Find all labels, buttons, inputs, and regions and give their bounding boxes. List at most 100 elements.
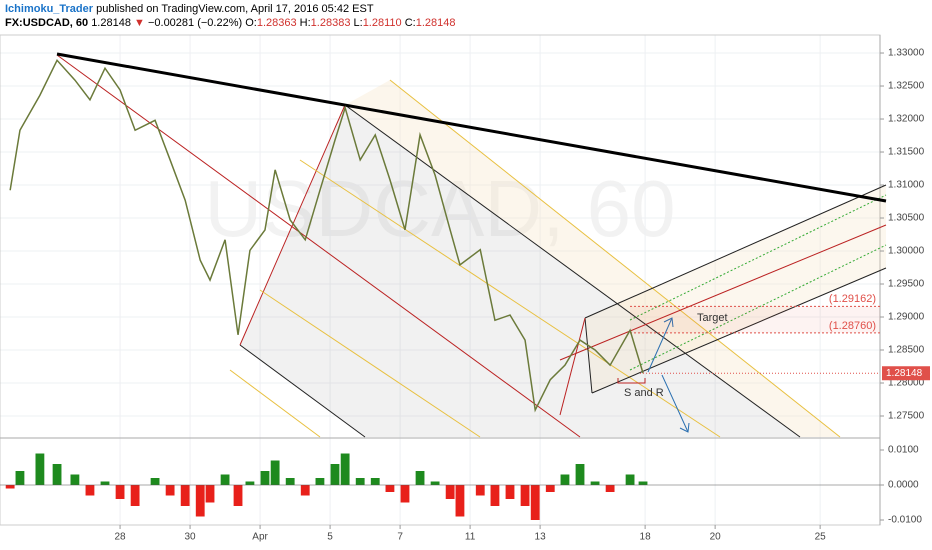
close: 1.28148 — [415, 17, 456, 29]
annotation: S and R — [624, 387, 664, 399]
oscillator-bar — [270, 460, 280, 486]
y-tick-label: 0.0000 — [888, 480, 919, 491]
oscillator-bar — [260, 471, 270, 486]
arrow — [647, 317, 673, 373]
high: 1.28383 — [310, 17, 351, 29]
y-tick-label: 0.0100 — [888, 445, 919, 456]
y-tick-label: 1.29000 — [888, 312, 925, 323]
x-tick-label: 7 — [397, 532, 403, 543]
pitchfork-line — [229, 369, 321, 438]
oscillator-bar — [100, 481, 110, 486]
drawings — [56, 52, 887, 438]
watermark: USDCAD, 60 — [204, 164, 675, 253]
level-label: (1.28760) — [829, 320, 876, 332]
x-tick-label: 28 — [115, 532, 127, 543]
oscillator-bar — [340, 453, 350, 486]
oscillator-bar — [490, 485, 500, 506]
channel-shade — [585, 185, 886, 393]
x-tick-label: 13 — [535, 532, 547, 543]
channel-line — [559, 317, 586, 416]
channel-line — [584, 184, 887, 319]
oscillator-bar — [15, 471, 25, 486]
x-tick-label: 30 — [185, 532, 197, 543]
oscillator-bar — [370, 478, 380, 486]
y-tick-label: 1.28000 — [888, 378, 925, 389]
y-tick-label: 1.31000 — [888, 180, 925, 191]
oscillator-bar — [530, 485, 540, 520]
arrow: ▼ — [134, 17, 145, 29]
x-tick-label: 25 — [815, 532, 827, 543]
y-tick-label: 1.32000 — [888, 114, 925, 125]
annotation: Target — [697, 312, 728, 324]
oscillator-bar — [220, 474, 230, 486]
close-label: C: — [404, 17, 416, 29]
oscillator-bar — [245, 481, 255, 486]
last-price-label: 1.28148 — [886, 368, 923, 379]
open-label: O: — [245, 17, 257, 29]
channel-line — [629, 194, 887, 321]
change: −0.00281 (−0.22%) — [147, 17, 243, 29]
y-tick-label: 1.27500 — [888, 411, 925, 422]
channel-line — [629, 244, 887, 371]
pitchfork-handle — [239, 104, 346, 346]
open: 1.28363 — [256, 17, 297, 29]
oscillator-bar — [233, 485, 243, 506]
grid: USDCAD, 60 — [0, 35, 880, 525]
oscillator-bar — [5, 485, 15, 489]
oscillator-bar — [475, 485, 485, 496]
pitchfork-shade — [345, 80, 840, 437]
pitchfork-line — [299, 159, 721, 438]
oscillator-bar — [605, 485, 615, 493]
oscillator-bar — [355, 478, 365, 486]
y-tick-label: -0.0100 — [888, 515, 922, 526]
last-price-tag — [882, 366, 930, 381]
oscillator-bar — [560, 474, 570, 486]
oscillator-bar — [52, 464, 62, 486]
pitchfork-shade — [240, 105, 800, 437]
oscillator-bar — [575, 464, 585, 486]
pitchfork-line — [344, 104, 801, 438]
low: 1.28110 — [362, 17, 402, 29]
x-tick-label: 18 — [640, 532, 652, 543]
pitchfork-line — [259, 289, 481, 438]
resistance-line — [56, 52, 887, 203]
high-label: H: — [299, 17, 311, 29]
author[interactable]: Ichimoku_Trader — [5, 3, 94, 15]
oscillator-bar — [400, 485, 410, 503]
x-tick-label: 5 — [327, 532, 333, 543]
oscillator-bar — [130, 485, 140, 506]
oscillator-bar — [85, 485, 95, 496]
y-tick-label: 1.33000 — [888, 48, 925, 59]
oscillator-bar — [415, 471, 425, 486]
y-tick-label: 1.28500 — [888, 345, 925, 356]
x-tick-label: 11 — [465, 532, 476, 543]
pitchfork-line — [389, 79, 841, 438]
oscillator-bar — [430, 481, 440, 486]
arrow — [661, 374, 689, 433]
y-tick-label: 1.29500 — [888, 279, 925, 290]
oscillator-bar — [70, 474, 80, 486]
level-label: (1.29162) — [829, 293, 876, 305]
oscillator-bar — [520, 485, 530, 506]
oscillator-bar — [625, 474, 635, 486]
trend-line — [56, 54, 581, 438]
x-tick-label: 20 — [710, 532, 722, 543]
oscillator-bar — [115, 485, 125, 499]
oscillator-bar — [165, 485, 175, 496]
x-tick-label: Apr — [252, 532, 268, 543]
low-label: L: — [353, 17, 363, 29]
pitchfork-line — [239, 344, 366, 438]
oscillator-bar — [35, 453, 45, 486]
arrow-head — [663, 317, 674, 328]
bracket — [617, 378, 646, 384]
y-tick-label: 1.31500 — [888, 147, 925, 158]
price-line — [9, 58, 644, 413]
published: published on TradingView.com, April 17, … — [96, 3, 374, 15]
oscillator-bar — [180, 485, 190, 506]
oscillator-bar — [455, 485, 465, 517]
last: 1.28148 — [91, 17, 131, 29]
oscillator-bar — [445, 485, 455, 499]
channel-line — [559, 224, 887, 361]
